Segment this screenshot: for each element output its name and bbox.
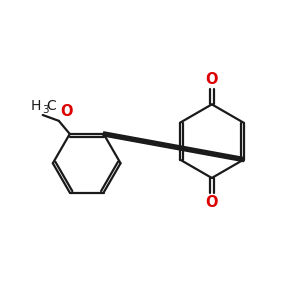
Text: O: O [206, 72, 218, 87]
Text: O: O [206, 195, 218, 210]
Text: C: C [46, 99, 56, 113]
Text: H: H [31, 99, 41, 113]
Text: 3: 3 [42, 105, 49, 115]
Text: O: O [60, 104, 73, 119]
